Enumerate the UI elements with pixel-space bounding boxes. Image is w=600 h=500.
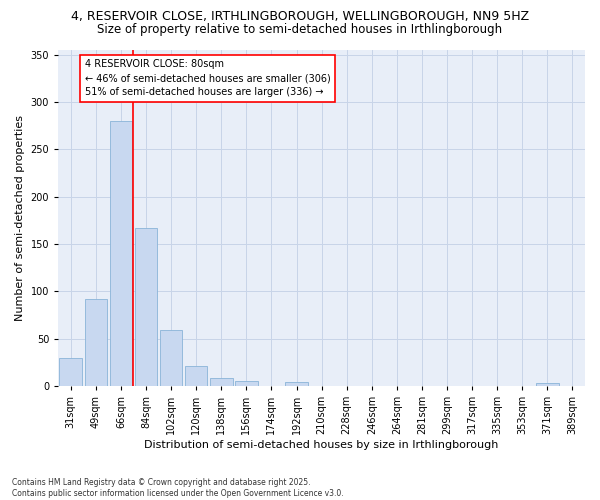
Bar [210,378,233,386]
Bar [185,366,208,386]
Text: Contains HM Land Registry data © Crown copyright and database right 2025.
Contai: Contains HM Land Registry data © Crown c… [12,478,344,498]
Text: Size of property relative to semi-detached houses in Irthlingborough: Size of property relative to semi-detach… [97,22,503,36]
Bar [135,228,157,386]
Text: 4, RESERVOIR CLOSE, IRTHLINGBOROUGH, WELLINGBOROUGH, NN9 5HZ: 4, RESERVOIR CLOSE, IRTHLINGBOROUGH, WEL… [71,10,529,23]
Bar [536,383,559,386]
Y-axis label: Number of semi-detached properties: Number of semi-detached properties [15,115,25,321]
Bar [110,121,132,386]
Bar [285,382,308,386]
Bar [235,382,257,386]
Bar [85,299,107,386]
X-axis label: Distribution of semi-detached houses by size in Irthlingborough: Distribution of semi-detached houses by … [145,440,499,450]
Text: 4 RESERVOIR CLOSE: 80sqm
← 46% of semi-detached houses are smaller (306)
51% of : 4 RESERVOIR CLOSE: 80sqm ← 46% of semi-d… [85,60,330,98]
Bar [160,330,182,386]
Bar [59,358,82,386]
